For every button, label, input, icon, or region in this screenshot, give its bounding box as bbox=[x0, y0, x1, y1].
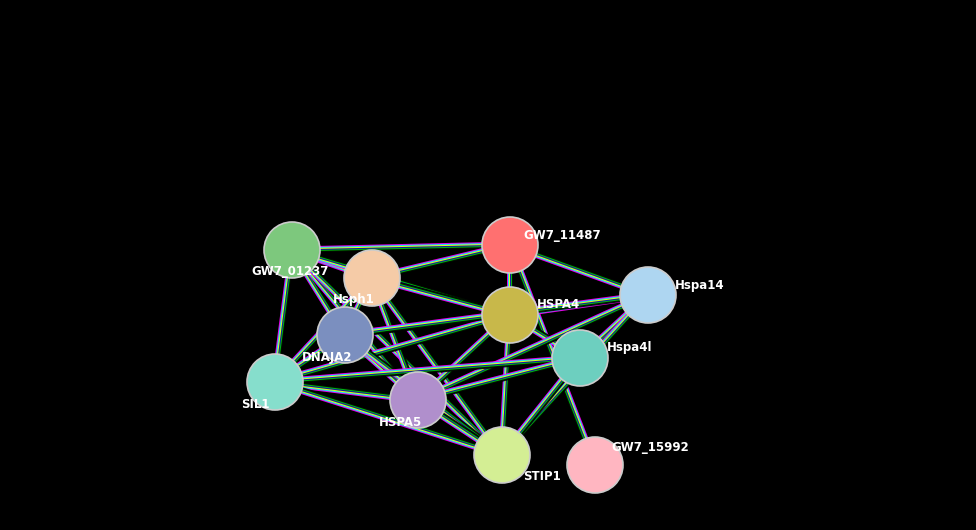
Circle shape bbox=[482, 217, 538, 273]
Circle shape bbox=[390, 372, 446, 428]
Text: STIP1: STIP1 bbox=[523, 471, 561, 483]
Text: HSPA4: HSPA4 bbox=[537, 298, 580, 312]
Circle shape bbox=[552, 330, 608, 386]
Text: GW7_15992: GW7_15992 bbox=[611, 440, 689, 454]
Text: SIL1: SIL1 bbox=[241, 398, 269, 411]
Circle shape bbox=[317, 307, 373, 363]
Text: DNAJA2: DNAJA2 bbox=[302, 350, 352, 364]
Text: GW7_01237: GW7_01237 bbox=[251, 266, 329, 278]
Text: Hspa14: Hspa14 bbox=[675, 278, 725, 292]
Circle shape bbox=[620, 267, 676, 323]
Circle shape bbox=[567, 437, 623, 493]
Circle shape bbox=[474, 427, 530, 483]
Circle shape bbox=[264, 222, 320, 278]
Circle shape bbox=[482, 287, 538, 343]
Text: Hsph1: Hsph1 bbox=[333, 294, 375, 306]
Text: GW7_11487: GW7_11487 bbox=[523, 228, 601, 242]
Circle shape bbox=[247, 354, 303, 410]
Text: HSPA5: HSPA5 bbox=[379, 416, 422, 428]
Text: Hspa4l: Hspa4l bbox=[607, 341, 653, 355]
Circle shape bbox=[344, 250, 400, 306]
